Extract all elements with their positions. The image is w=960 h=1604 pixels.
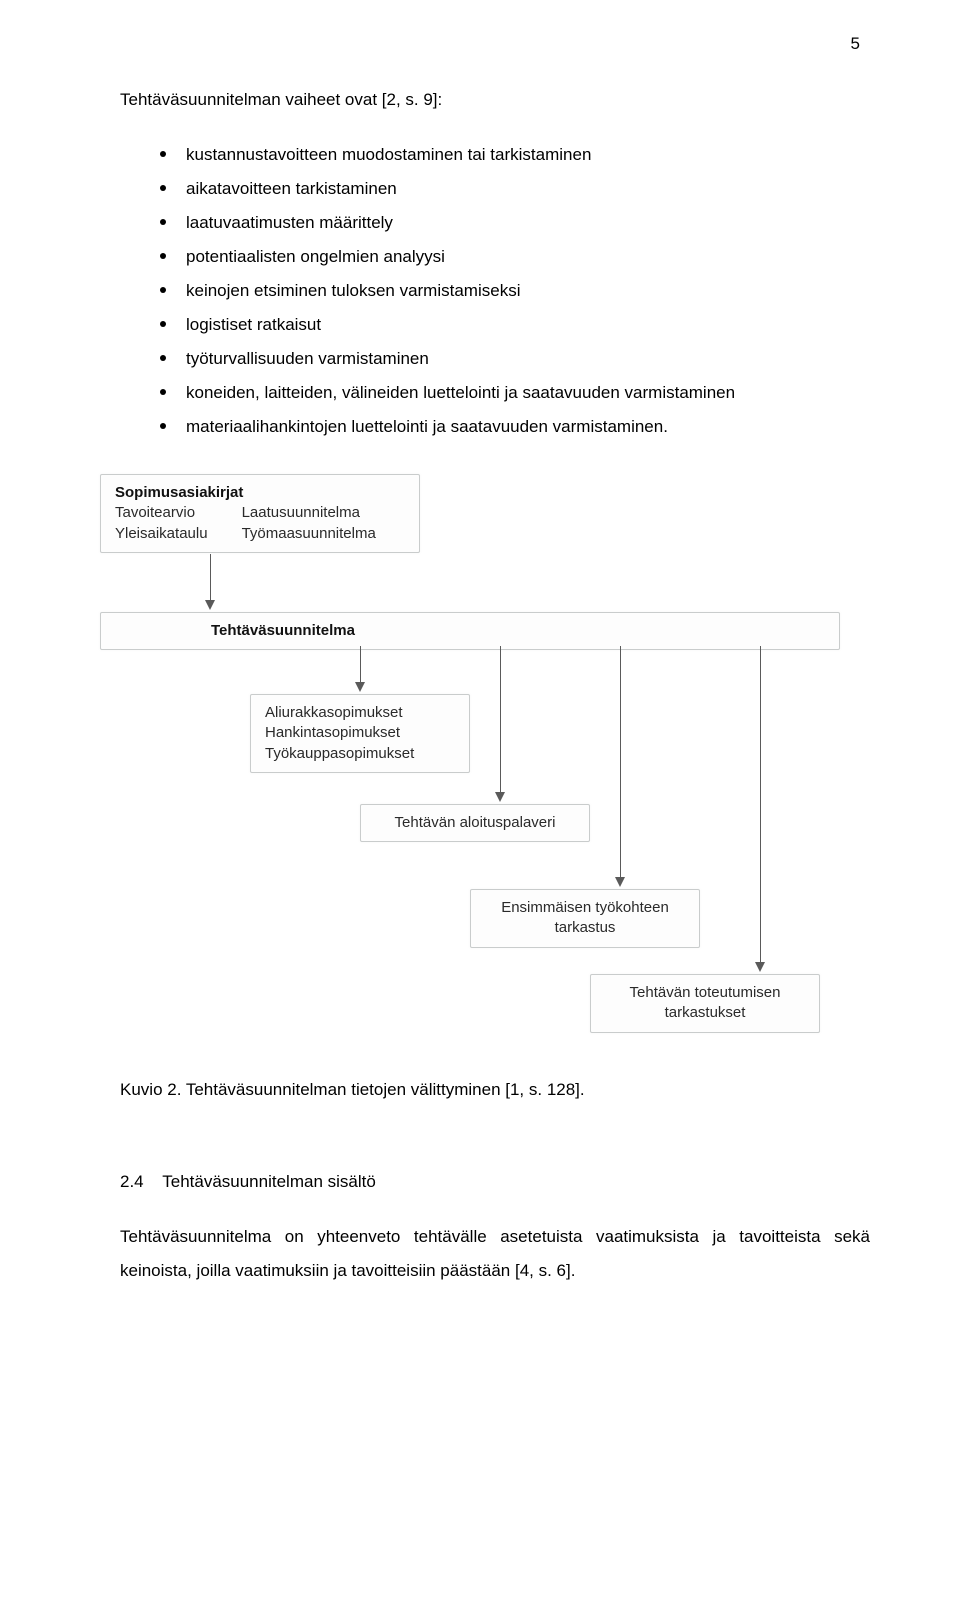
list-item: laatuvaatimusten määrittely [160,206,870,240]
arrow-line [210,554,211,602]
node-text: Tavoitearvio [115,503,208,523]
node-text: Työmaasuunnitelma [242,524,376,544]
node-text: tarkastus [485,918,685,938]
list-item: potentiaalisten ongelmien analyysi [160,240,870,274]
node-ensimmaisen-tarkastus: Ensimmäisen työkohteen tarkastus [470,889,700,948]
node-text: tarkastukset [605,1003,805,1023]
arrow-line [500,646,501,794]
node-text: Ensimmäisen työkohteen [485,898,685,918]
node-title: Sopimusasiakirjat [115,483,405,503]
node-aloituspalaveri: Tehtävän aloituspalaveri [360,804,590,842]
list-item: aikatavoitteen tarkistaminen [160,172,870,206]
arrow-head-icon [495,792,505,802]
figure-caption: Kuvio 2. Tehtäväsuunnitelman tietojen vä… [120,1080,870,1100]
list-item: kustannustavoitteen muodostaminen tai ta… [160,138,870,172]
list-item: koneiden, laitteiden, välineiden luettel… [160,376,870,410]
arrow-line [360,646,361,684]
node-sopimusasiakirjat: Sopimusasiakirjat Tavoitearvio Yleisaika… [100,474,420,553]
flowchart-diagram: Sopimusasiakirjat Tavoitearvio Yleisaika… [100,474,860,1034]
page-number: 5 [851,34,860,54]
node-text: Yleisaikataulu [115,524,208,544]
list-item: keinojen etsiminen tuloksen varmistamise… [160,274,870,308]
arrow-line [760,646,761,964]
node-tehtavasuunnitelma: Tehtäväsuunnitelma [100,612,840,650]
node-toteutumisen-tarkastukset: Tehtävän toteutumisen tarkastukset [590,974,820,1033]
node-text: Tehtävän aloituspalaveri [375,813,575,833]
node-text: Aliurakkasopimukset [265,703,455,723]
page: 5 Tehtäväsuunnitelman vaiheet ovat [2, s… [0,0,960,1604]
list-item: logistiset ratkaisut [160,308,870,342]
node-text: Työkauppasopimukset [265,744,455,764]
intro-text: Tehtäväsuunnitelman vaiheet ovat [2, s. … [120,90,870,110]
list-item: materiaalihankintojen luettelointi ja sa… [160,410,870,444]
arrow-line [620,646,621,879]
arrow-head-icon [355,682,365,692]
arrow-head-icon [205,600,215,610]
node-text: Hankintasopimukset [265,723,455,743]
node-text: Tehtävän toteutumisen [605,983,805,1003]
bullet-list: kustannustavoitteen muodostaminen tai ta… [160,138,870,444]
node-text: Laatusuunnitelma [242,503,376,523]
arrow-head-icon [755,962,765,972]
node-sopimukset: Aliurakkasopimukset Hankintasopimukset T… [250,694,470,773]
body-paragraph: Tehtäväsuunnitelma on yhteenveto tehtävä… [120,1220,870,1288]
section-title: Tehtäväsuunnitelman sisältö [162,1172,376,1191]
list-item: työturvallisuuden varmistaminen [160,342,870,376]
arrow-head-icon [615,877,625,887]
section-heading: 2.4 Tehtäväsuunnitelman sisältö [120,1172,870,1192]
node-text: Tehtäväsuunnitelma [211,622,355,639]
section-number: 2.4 [120,1172,144,1191]
